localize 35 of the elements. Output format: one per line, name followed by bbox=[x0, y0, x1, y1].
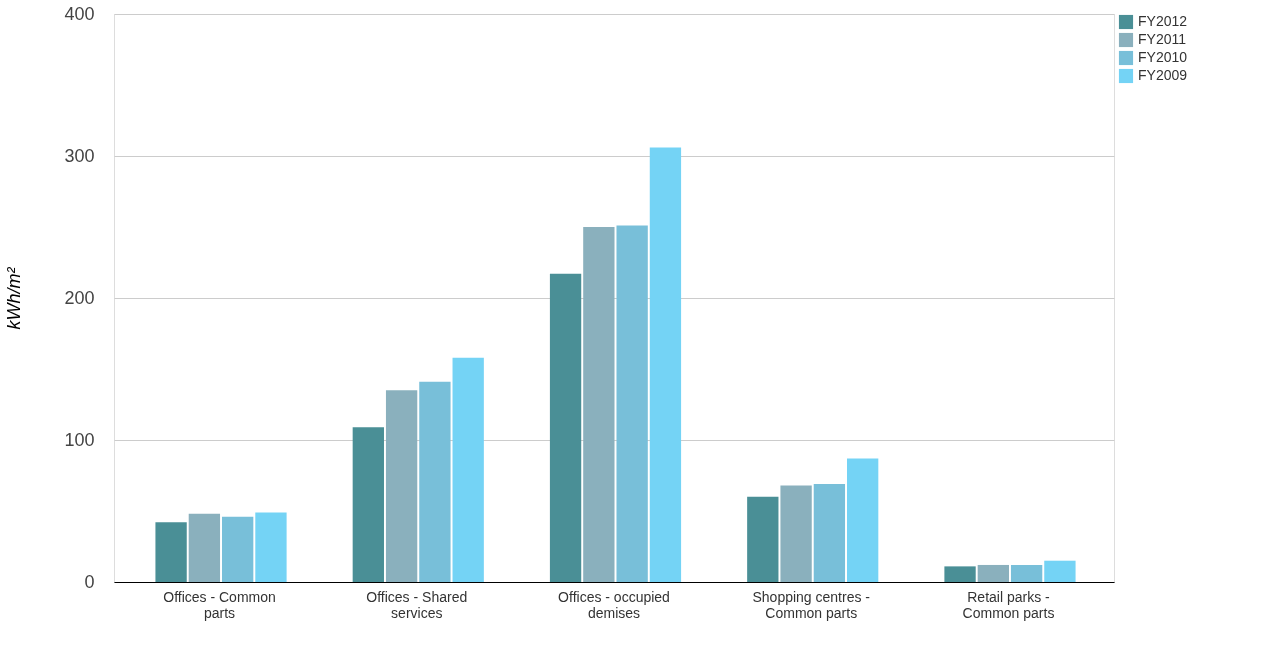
bar bbox=[616, 225, 648, 582]
bar bbox=[813, 484, 846, 582]
bar bbox=[385, 390, 418, 582]
y-tick-label: 0 bbox=[84, 571, 95, 592]
y-axis-title: kWh/m² bbox=[4, 266, 25, 330]
bar bbox=[1010, 564, 1043, 582]
bar bbox=[649, 147, 682, 582]
bar bbox=[452, 357, 484, 582]
bar bbox=[222, 516, 254, 582]
bar bbox=[188, 513, 221, 582]
x-tick-label: Shopping centres - Common parts bbox=[752, 588, 871, 621]
bar bbox=[780, 485, 812, 582]
legend-label: FY2012 bbox=[1138, 13, 1188, 29]
y-tick-label: 300 bbox=[64, 145, 95, 166]
x-tick-label: Retail parks - Common parts bbox=[962, 588, 1055, 621]
legend-label: FY2010 bbox=[1138, 49, 1188, 65]
bar bbox=[549, 273, 582, 582]
x-tick-label: Offices - Shared services bbox=[366, 588, 468, 621]
bar bbox=[747, 496, 779, 582]
bar bbox=[419, 381, 451, 582]
y-tick-label: 400 bbox=[64, 3, 95, 24]
y-tick-label: 100 bbox=[64, 429, 95, 450]
bar bbox=[583, 227, 615, 582]
bar bbox=[1044, 560, 1076, 582]
y-tick-label: 200 bbox=[64, 287, 95, 308]
bar bbox=[255, 512, 287, 582]
bar bbox=[352, 427, 384, 582]
x-tick-label: Offices - Common parts bbox=[163, 588, 276, 621]
legend-label: FY2011 bbox=[1138, 31, 1187, 47]
bar bbox=[155, 522, 187, 582]
bar bbox=[944, 566, 976, 582]
legend-label: FY2009 bbox=[1138, 67, 1188, 83]
x-tick-label: Offices - occupied demises bbox=[558, 588, 670, 621]
bar bbox=[847, 458, 879, 582]
bar bbox=[977, 564, 1009, 582]
